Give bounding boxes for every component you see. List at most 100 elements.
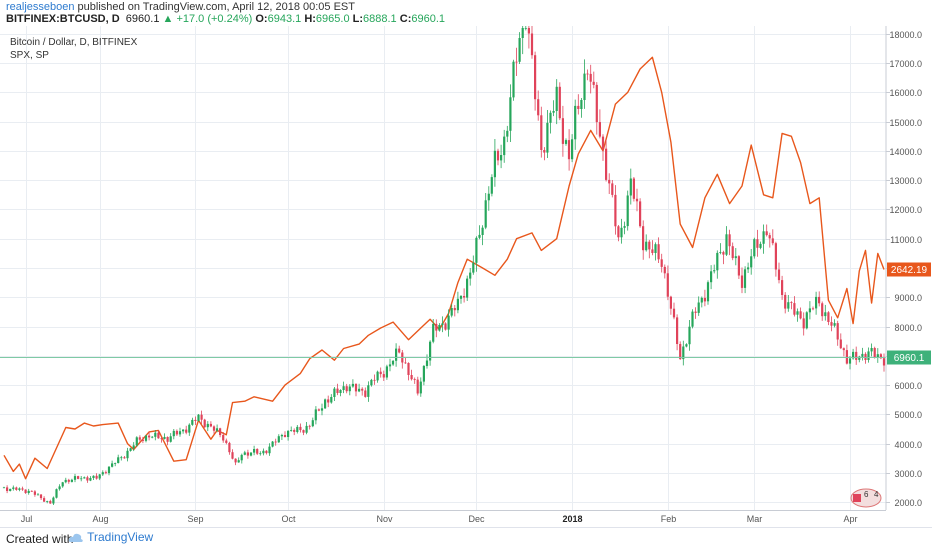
candle-body bbox=[225, 440, 228, 443]
candle-body bbox=[802, 318, 805, 329]
candle-body bbox=[747, 267, 750, 270]
candle-body bbox=[287, 430, 290, 437]
open-label: O: bbox=[255, 13, 268, 25]
tradingview-logo[interactable]: TradingView bbox=[68, 530, 153, 544]
y-tick-label: 5000.0 bbox=[894, 410, 922, 420]
candle-body bbox=[327, 399, 330, 403]
candle-body bbox=[725, 234, 728, 255]
open-value: 6943.1 bbox=[267, 13, 302, 25]
candle-body bbox=[685, 344, 688, 347]
candle-body bbox=[305, 425, 308, 433]
candle-body bbox=[293, 430, 296, 432]
tradingview-cloud-icon bbox=[68, 533, 83, 542]
candle-body bbox=[512, 61, 515, 98]
candle-body bbox=[200, 414, 203, 420]
candle-body bbox=[382, 374, 385, 378]
candle-body bbox=[24, 489, 27, 493]
time-axis-labels[interactable]: Jul Aug Sep Oct Nov Dec 2018 Feb Mar Apr bbox=[21, 514, 858, 524]
candle-body bbox=[209, 423, 212, 427]
candle-body bbox=[148, 435, 151, 438]
candle-body bbox=[348, 386, 351, 392]
candle-body bbox=[330, 397, 333, 403]
author-link[interactable]: realjesseboen bbox=[6, 1, 75, 13]
chart-canvas[interactable]: 2000.03000.04000.05000.06000.07000.08000… bbox=[0, 14, 932, 524]
candle-body bbox=[537, 99, 540, 116]
candle-body bbox=[95, 475, 98, 479]
candle-body bbox=[731, 246, 734, 259]
candle-body bbox=[364, 390, 367, 397]
legend-compare-series: SPX, SP bbox=[10, 50, 49, 61]
candle-body bbox=[500, 155, 503, 161]
ohlc-line: BITFINEX:BTCUSD, D 6960.1 ▲ +17.0 (+0.24… bbox=[6, 13, 445, 25]
x-tick-label: Mar bbox=[747, 514, 763, 524]
symbol-label: BITFINEX:BTCUSD, D bbox=[6, 13, 120, 25]
candle-body bbox=[842, 348, 845, 351]
candle-body bbox=[416, 379, 419, 394]
candle-body bbox=[756, 239, 759, 248]
candle-body bbox=[104, 472, 107, 474]
candle-body bbox=[682, 346, 685, 360]
y-tick-label: 16000.0 bbox=[889, 88, 922, 98]
candle-body bbox=[265, 450, 268, 454]
candle-body bbox=[296, 426, 299, 432]
candle-body bbox=[787, 302, 790, 309]
candle-body bbox=[138, 437, 141, 440]
candle-body bbox=[867, 351, 870, 360]
candle-body bbox=[101, 472, 104, 475]
candle-body bbox=[515, 61, 518, 63]
candle-body bbox=[765, 231, 768, 236]
spx-price-tag-label: 2642.19 bbox=[891, 265, 928, 276]
candle-body bbox=[833, 323, 836, 326]
candle-body bbox=[552, 111, 555, 113]
candle-body bbox=[336, 388, 339, 393]
candle-body bbox=[379, 371, 382, 375]
footer: Created with TradingView bbox=[0, 527, 932, 551]
candle-body bbox=[518, 38, 521, 62]
candle-body bbox=[311, 420, 314, 427]
y-tick-label: 8000.0 bbox=[894, 323, 922, 333]
candle-body bbox=[18, 488, 21, 490]
candle-body bbox=[679, 344, 682, 360]
candle-body bbox=[595, 84, 598, 123]
earnings-badge-icon[interactable]: 6 4 bbox=[850, 488, 882, 508]
x-tick-label: 2018 bbox=[562, 514, 582, 524]
candle-body bbox=[743, 269, 747, 288]
candle-body bbox=[722, 252, 725, 255]
candle-body bbox=[182, 429, 185, 432]
y-tick-label: 6000.0 bbox=[894, 381, 922, 391]
candle-body bbox=[191, 419, 194, 425]
candle-body bbox=[354, 383, 358, 392]
candle-body bbox=[580, 100, 583, 109]
candle-body bbox=[601, 136, 605, 149]
candle-body bbox=[808, 308, 811, 313]
candle-body bbox=[478, 234, 481, 238]
y-tick-label: 18000.0 bbox=[889, 30, 922, 40]
candle-body bbox=[750, 256, 753, 268]
candle-body bbox=[178, 431, 182, 435]
candle-body bbox=[429, 341, 432, 361]
candle-body bbox=[166, 437, 169, 442]
candle-body bbox=[654, 244, 657, 253]
candle-body bbox=[660, 259, 663, 267]
candle-body bbox=[324, 399, 327, 409]
candle-body bbox=[583, 73, 586, 100]
candle-body bbox=[234, 458, 237, 463]
candle-body bbox=[821, 303, 824, 317]
candle-body bbox=[237, 460, 240, 463]
x-tick-label: Oct bbox=[281, 514, 296, 524]
candle-body bbox=[410, 375, 413, 380]
candle-body bbox=[64, 479, 67, 483]
price-chart[interactable]: 2000.03000.04000.05000.06000.07000.08000… bbox=[0, 14, 932, 524]
badge-left-label: 6 bbox=[864, 490, 869, 499]
candle-body bbox=[558, 86, 561, 119]
candle-body bbox=[73, 476, 77, 480]
candle-body bbox=[852, 351, 855, 359]
candle-body bbox=[805, 312, 808, 329]
candle-body bbox=[441, 323, 444, 325]
candle-body bbox=[27, 490, 30, 493]
spx-line bbox=[3, 56, 885, 480]
candle-body bbox=[762, 231, 765, 244]
candle-body bbox=[475, 237, 478, 263]
candle-body bbox=[827, 312, 830, 322]
candle-body bbox=[12, 487, 15, 489]
